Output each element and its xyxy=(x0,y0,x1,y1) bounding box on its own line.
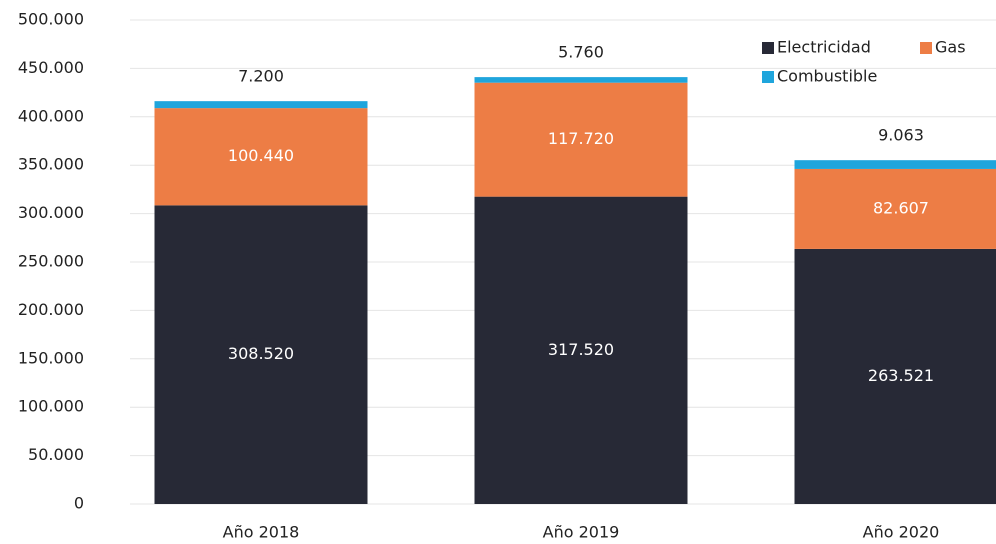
bar-segment xyxy=(794,168,996,249)
y-tick-label: 400.000 xyxy=(18,106,84,125)
bar-segment xyxy=(154,205,368,504)
bar-segment xyxy=(474,196,688,505)
x-tick-label: Año 2019 xyxy=(543,523,620,542)
legend-swatch xyxy=(920,42,932,54)
x-tick-label: Año 2018 xyxy=(223,523,300,542)
data-label: 100.440 xyxy=(228,146,294,165)
legend-swatch xyxy=(762,42,774,54)
bar-segment xyxy=(474,82,688,197)
data-label: 82.607 xyxy=(873,198,929,217)
data-label: 5.760 xyxy=(558,43,604,62)
legend-label: Gas xyxy=(935,38,966,57)
bar-segment xyxy=(154,101,368,109)
data-label: 117.720 xyxy=(548,129,614,148)
data-label: 7.200 xyxy=(238,67,284,86)
legend-label: Electricidad xyxy=(777,38,871,57)
y-tick-label: 200.000 xyxy=(18,300,84,319)
y-tick-label: 250.000 xyxy=(18,252,84,271)
bar-segment xyxy=(474,77,688,83)
data-label: 9.063 xyxy=(878,126,924,145)
data-label: 263.521 xyxy=(868,366,934,385)
y-tick-label: 100.000 xyxy=(18,397,84,416)
data-label: 308.520 xyxy=(228,344,294,363)
y-tick-label: 50.000 xyxy=(28,445,84,464)
y-tick-label: 450.000 xyxy=(18,58,84,77)
x-tick-label: Año 2020 xyxy=(863,523,940,542)
y-tick-label: 150.000 xyxy=(18,348,84,367)
bar-segment xyxy=(794,160,996,169)
y-tick-label: 300.000 xyxy=(18,203,84,222)
data-label: 317.520 xyxy=(548,340,614,359)
bar-segment xyxy=(794,248,996,504)
legend-swatch xyxy=(762,71,774,83)
y-tick-label: 0 xyxy=(74,494,84,513)
bar-segment xyxy=(154,108,368,206)
y-tick-label: 500.000 xyxy=(18,10,84,29)
legend-label: Combustible xyxy=(777,67,877,86)
y-tick-label: 350.000 xyxy=(18,155,84,174)
